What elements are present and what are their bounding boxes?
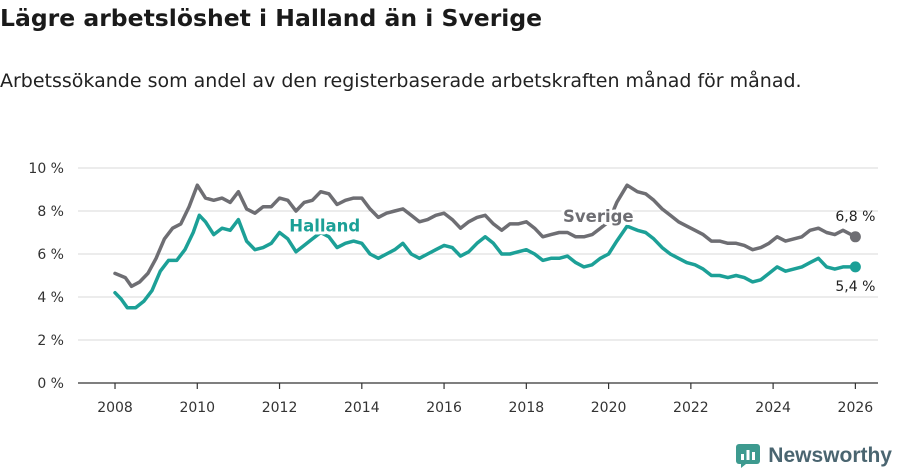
newsworthy-logo-icon bbox=[736, 444, 761, 468]
x-tick-label: 2026 bbox=[838, 400, 874, 416]
x-tick-label: 2008 bbox=[97, 400, 133, 416]
x-tick-label: 2010 bbox=[179, 400, 215, 416]
y-tick-label: 8 % bbox=[37, 204, 64, 220]
x-tick-label: 2014 bbox=[344, 400, 380, 416]
brand-name: Newsworthy bbox=[768, 444, 892, 467]
x-tick-label: 2018 bbox=[509, 400, 545, 416]
y-tick-label: 6 % bbox=[37, 247, 64, 263]
y-tick-label: 4 % bbox=[37, 290, 64, 306]
y-tick-label: 2 % bbox=[37, 333, 64, 349]
series-label-halland: Halland bbox=[289, 216, 360, 235]
x-tick-label: 2024 bbox=[755, 400, 791, 416]
x-tick-label: 2016 bbox=[426, 400, 462, 416]
y-tick-label: 0 % bbox=[37, 376, 64, 392]
series-label-sverige: Sverige bbox=[563, 207, 634, 226]
chart-title: Lägre arbetslöshet i Halland än i Sverig… bbox=[0, 4, 543, 32]
end-value-label-sverige: 6,8 % bbox=[835, 209, 875, 225]
brand-logo: Newsworthy bbox=[736, 444, 892, 468]
end-value-label-halland: 5,4 % bbox=[835, 279, 875, 295]
series-line-sverige bbox=[113, 183, 858, 289]
x-tick-label: 2022 bbox=[673, 400, 709, 416]
series-line-halland bbox=[113, 213, 858, 310]
chart-subtitle: Arbetssökande som andel av den registerb… bbox=[0, 70, 802, 92]
y-tick-label: 10 % bbox=[28, 161, 64, 177]
x-tick-label: 2020 bbox=[591, 400, 627, 416]
end-marker-sverige bbox=[849, 231, 861, 243]
x-tick-label: 2012 bbox=[262, 400, 298, 416]
end-marker-halland bbox=[849, 261, 861, 273]
